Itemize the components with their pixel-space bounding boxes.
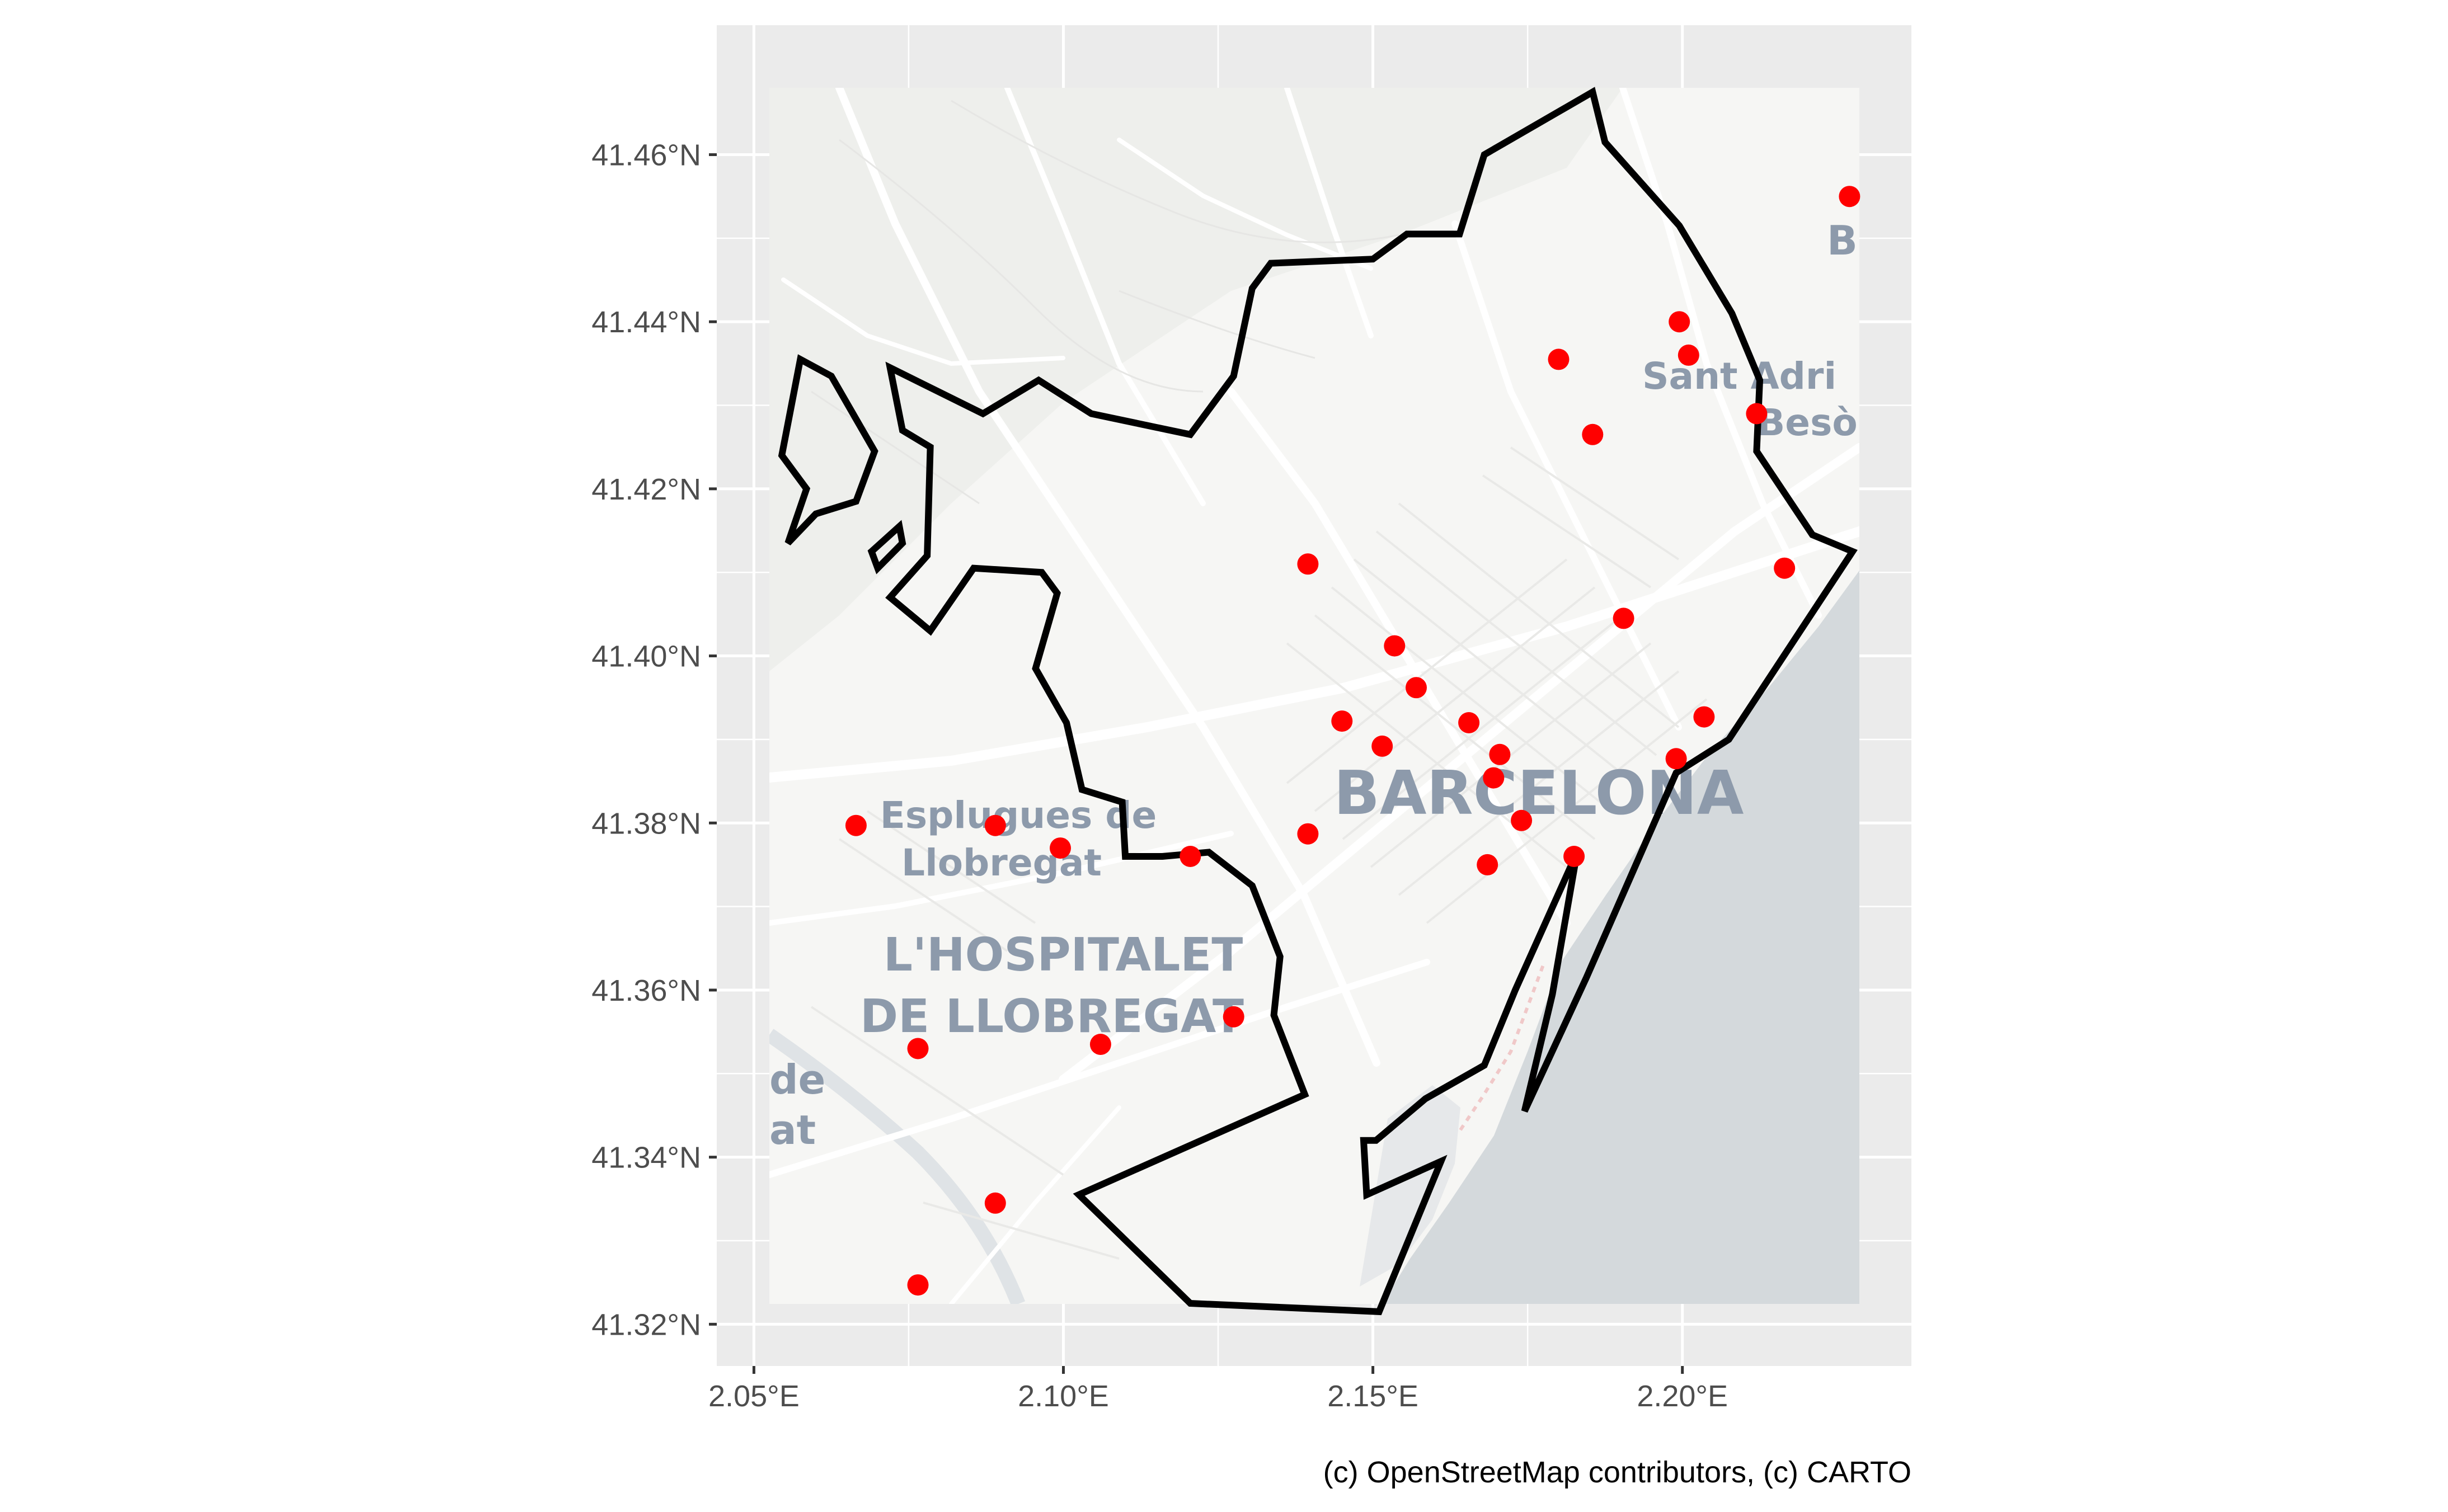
location-point — [1331, 710, 1353, 732]
port-breakwater — [1459, 961, 1546, 1131]
place-label-sant-adria-2: Besòs — [1757, 401, 1880, 444]
place-label-b: B — [1827, 217, 1858, 264]
location-point — [1297, 823, 1319, 845]
place-label-hospitalet-1: L'HOSPITALET — [884, 929, 1243, 982]
location-point — [1693, 706, 1715, 728]
location-point — [1489, 743, 1511, 765]
location-point — [907, 1274, 929, 1296]
boundary-polygon-north-west — [778, 354, 878, 546]
location-point — [1089, 1034, 1111, 1055]
location-point — [907, 1038, 929, 1059]
sea-area — [1382, 571, 1859, 1304]
x-axis-tick-label: 2.10°E — [1018, 1379, 1109, 1413]
location-point — [1458, 712, 1480, 733]
location-point — [1613, 607, 1634, 629]
minor-streets — [810, 446, 1708, 1260]
location-point — [1511, 809, 1533, 831]
location-point — [1746, 403, 1768, 425]
location-points — [845, 186, 1860, 1296]
place-label-esplugues-2: Llobregat — [901, 841, 1102, 884]
location-point — [1582, 423, 1604, 445]
x-axis-tick-label: 2.20°E — [1637, 1379, 1728, 1413]
location-point — [984, 814, 1006, 836]
location-point — [1180, 846, 1201, 867]
basemap-tile: Valles B Sant Adri Besòs Esplugues de Ll… — [769, 56, 1880, 1304]
place-label-hospitalet-2: DE LLOBREGAT — [860, 990, 1244, 1043]
location-point — [1665, 748, 1687, 770]
y-axis-tick-label: 41.32°N — [591, 1308, 701, 1341]
location-point — [1483, 767, 1505, 789]
y-axis-tick-label: 41.46°N — [591, 138, 701, 172]
location-point — [1839, 186, 1860, 208]
location-point — [984, 1192, 1006, 1214]
y-axis-tick-label: 41.34°N — [591, 1141, 701, 1175]
location-point — [1371, 735, 1393, 757]
y-axis-tick-label: 41.40°N — [591, 640, 701, 673]
location-point — [1406, 677, 1427, 699]
place-label-cut-at: at — [769, 1106, 816, 1153]
y-axis-tick-label: 41.36°N — [591, 974, 701, 1007]
attribution-caption: (c) OpenStreetMap contributors, (c) CART… — [1323, 1456, 1911, 1489]
boundary-polygon-city — [885, 87, 1858, 1316]
y-axis-tick-label: 41.44°N — [591, 305, 701, 339]
location-point — [1548, 348, 1570, 370]
location-point — [1774, 557, 1796, 579]
boundary-polygon-islet — [867, 520, 906, 574]
y-axis-tick-label: 41.42°N — [591, 473, 701, 506]
terrain-contours — [811, 100, 1399, 505]
hills-area — [769, 88, 1623, 671]
x-axis-tick-label: 2.15°E — [1327, 1379, 1418, 1413]
place-label-cut-de: de — [769, 1056, 825, 1103]
place-label-sant-adria-1: Sant Adri — [1642, 355, 1836, 398]
location-point — [1678, 344, 1699, 366]
location-point — [1297, 553, 1319, 575]
location-point — [1223, 1006, 1244, 1028]
x-axis-tick-label: 2.05°E — [708, 1379, 800, 1413]
location-point — [1050, 837, 1071, 859]
y-axis-tick-label: 41.38°N — [591, 807, 701, 840]
location-point — [1477, 854, 1498, 875]
place-label-valles: Valles — [835, 56, 944, 95]
location-point — [1563, 846, 1585, 867]
axes: 2.05°E 2.10°E 2.15°E 2.20°E 41.32°N 41.34°N 41… — [591, 138, 1728, 1413]
location-point — [845, 814, 867, 836]
district-boundaries — [778, 87, 1858, 1316]
location-point — [1669, 311, 1690, 333]
location-point — [1384, 635, 1406, 657]
